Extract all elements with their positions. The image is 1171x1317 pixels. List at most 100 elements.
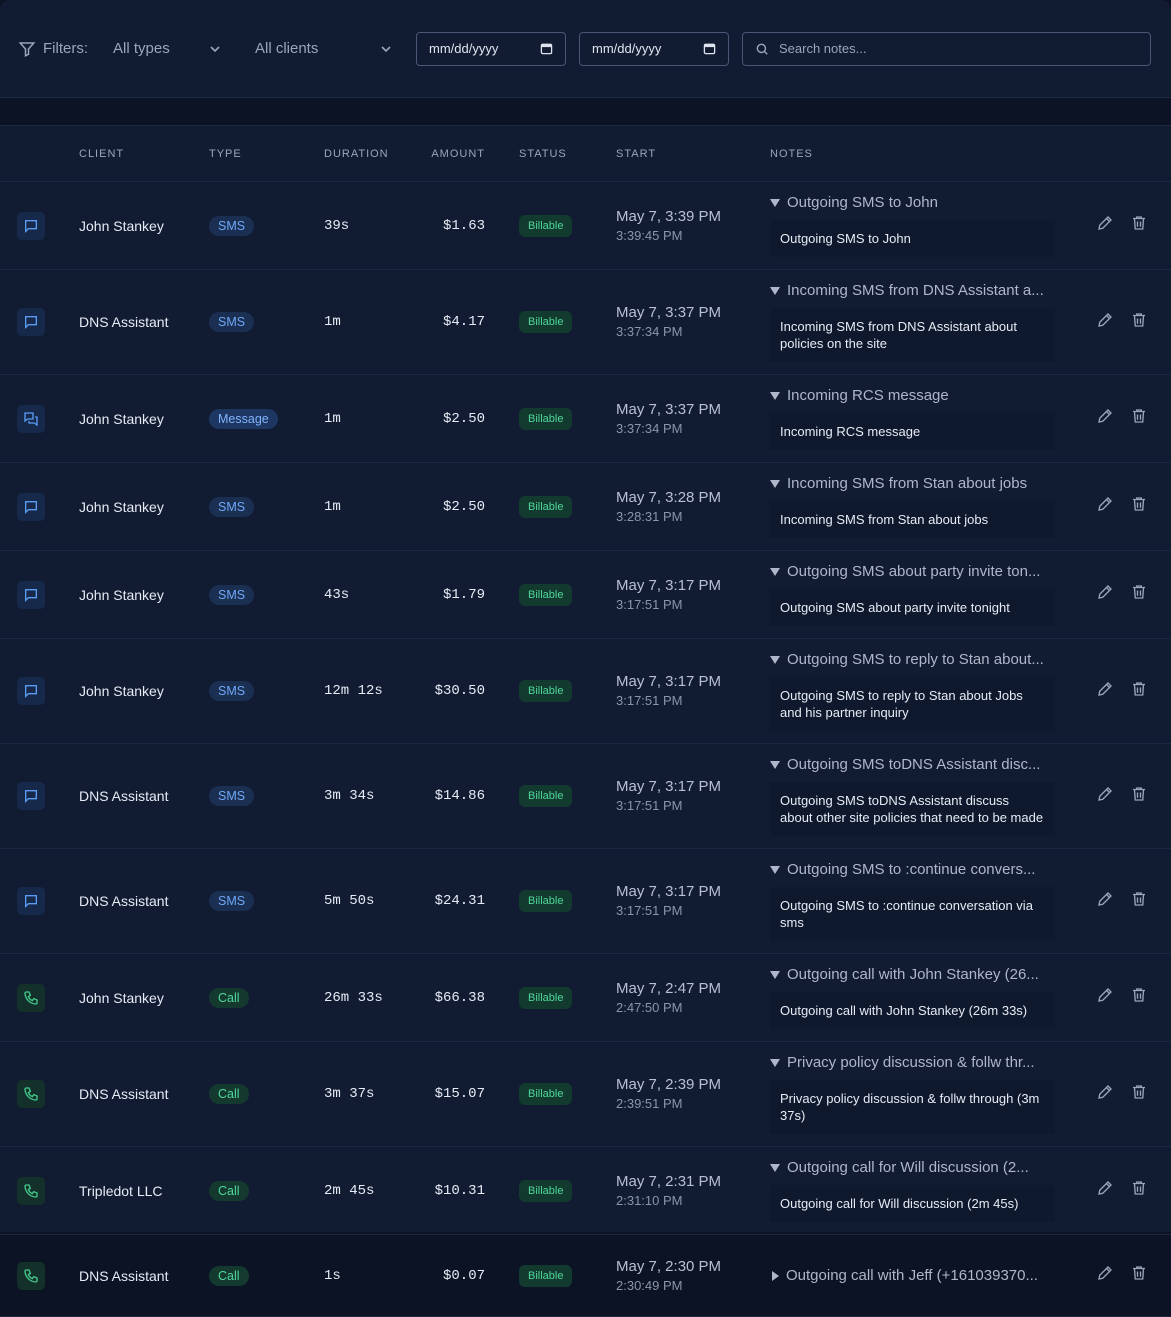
note-text: Privacy policy discussion & follw throug… bbox=[770, 1080, 1055, 1134]
notes: Outgoing SMS to reply to Stan about...Ou… bbox=[770, 651, 1060, 731]
note-summary: Incoming SMS from Stan about jobs bbox=[787, 475, 1027, 492]
delete-button[interactable] bbox=[1130, 1264, 1148, 1287]
note-text: Outgoing SMS about party invite tonight bbox=[770, 589, 1055, 626]
client-name: DNS Assistant bbox=[79, 788, 168, 804]
date-from-placeholder: mm/dd/yyyy bbox=[429, 41, 498, 56]
note-text: Outgoing call with John Stankey (26m 33s… bbox=[770, 992, 1055, 1029]
filters-label-group: Filters: bbox=[18, 40, 88, 58]
column-header: DURATION bbox=[324, 148, 389, 160]
type-badge: Call bbox=[209, 1084, 249, 1104]
notes: Privacy policy discussion & follw thr...… bbox=[770, 1054, 1060, 1134]
start-date: May 7, 3:39 PM bbox=[616, 207, 721, 226]
type-badge: SMS bbox=[209, 891, 254, 911]
status-badge: Billable bbox=[519, 311, 572, 333]
note-text: Incoming SMS from DNS Assistant about po… bbox=[770, 308, 1055, 362]
delete-button[interactable] bbox=[1130, 1083, 1148, 1106]
edit-button[interactable] bbox=[1096, 986, 1114, 1009]
type-select-value: All types bbox=[113, 40, 170, 57]
note-summary-toggle[interactable]: Incoming SMS from Stan about jobs bbox=[770, 475, 1060, 492]
start-date: May 7, 3:37 PM bbox=[616, 400, 721, 419]
type-icon bbox=[17, 1262, 45, 1290]
client-select[interactable]: All clients bbox=[255, 40, 392, 57]
edit-button[interactable] bbox=[1096, 890, 1114, 913]
edit-button[interactable] bbox=[1096, 583, 1114, 606]
duration: 26m 33s bbox=[324, 990, 383, 1006]
note-text: Outgoing call for Will discussion (2m 45… bbox=[770, 1185, 1055, 1222]
edit-button[interactable] bbox=[1096, 311, 1114, 334]
note-summary-toggle[interactable]: Outgoing SMS to reply to Stan about... bbox=[770, 651, 1060, 668]
note-summary-toggle[interactable]: Outgoing SMS to John bbox=[770, 194, 1060, 211]
date-to-input[interactable]: mm/dd/yyyy bbox=[579, 32, 729, 66]
note-summary-toggle[interactable]: Incoming RCS message bbox=[770, 387, 1060, 404]
date-from-input[interactable]: mm/dd/yyyy bbox=[416, 32, 566, 66]
start-date: May 7, 3:28 PM bbox=[616, 488, 721, 507]
delete-button[interactable] bbox=[1130, 680, 1148, 703]
delete-button[interactable] bbox=[1130, 890, 1148, 913]
delete-button[interactable] bbox=[1130, 1179, 1148, 1202]
actions bbox=[1096, 1179, 1148, 1202]
edit-button[interactable] bbox=[1096, 785, 1114, 808]
amount: $30.50 bbox=[435, 683, 485, 699]
client-name: John Stankey bbox=[79, 218, 164, 234]
edit-button[interactable] bbox=[1096, 495, 1114, 518]
edit-button[interactable] bbox=[1096, 407, 1114, 430]
filter-bar: Filters: All types All clients mm/dd/yyy… bbox=[0, 0, 1171, 98]
delete-button[interactable] bbox=[1130, 583, 1148, 606]
page: Filters: All types All clients mm/dd/yyy… bbox=[0, 0, 1171, 1232]
notes: Outgoing SMS toDNS Assistant disc... Outg… bbox=[770, 756, 1060, 836]
note-summary-toggle[interactable]: Outgoing call with Jeff (+161039370... bbox=[770, 1267, 1060, 1284]
delete-button[interactable] bbox=[1130, 407, 1148, 430]
type-badge: Call bbox=[209, 1266, 249, 1286]
status-badge: Billable bbox=[519, 680, 572, 702]
note-summary-toggle[interactable]: Outgoing call with John Stankey (26... bbox=[770, 966, 1060, 983]
edit-button[interactable] bbox=[1096, 1264, 1114, 1287]
toggle-arrow bbox=[770, 866, 780, 874]
note-summary-toggle[interactable]: Privacy policy discussion & follw thr... bbox=[770, 1054, 1060, 1071]
note-summary-toggle[interactable]: Outgoing SMS about party invite ton... bbox=[770, 563, 1060, 580]
note-summary-toggle[interactable]: Incoming SMS from DNS Assistant a... bbox=[770, 282, 1060, 299]
edit-button[interactable] bbox=[1096, 680, 1114, 703]
amount: $1.79 bbox=[443, 587, 485, 603]
delete-button[interactable] bbox=[1130, 986, 1148, 1009]
amount: $15.07 bbox=[435, 1086, 485, 1102]
edit-button[interactable] bbox=[1096, 1083, 1114, 1106]
start-time: 3:37:34 PM bbox=[616, 419, 721, 438]
duration: 43s bbox=[324, 587, 349, 603]
start-date: May 7, 3:17 PM bbox=[616, 672, 721, 691]
toggle-arrow bbox=[770, 1059, 780, 1067]
client-name: DNS Assistant bbox=[79, 314, 168, 330]
amount: $10.31 bbox=[435, 1183, 485, 1199]
start-date: May 7, 3:37 PM bbox=[616, 303, 721, 322]
search-input[interactable]: Search notes... bbox=[742, 32, 1151, 66]
type-select[interactable]: All types bbox=[113, 40, 221, 57]
type-icon bbox=[17, 1080, 45, 1108]
type-badge: SMS bbox=[209, 786, 254, 806]
delete-button[interactable] bbox=[1130, 214, 1148, 237]
delete-button[interactable] bbox=[1130, 311, 1148, 334]
note-summary-toggle[interactable]: Outgoing call for Will discussion (2... bbox=[770, 1159, 1060, 1176]
column-header: TYPE bbox=[209, 148, 242, 160]
delete-button[interactable] bbox=[1130, 495, 1148, 518]
date-to-placeholder: mm/dd/yyyy bbox=[592, 41, 661, 56]
note-summary-toggle[interactable]: Outgoing SMS toDNS Assistant disc... bbox=[770, 756, 1060, 773]
note-summary: Outgoing call for Will discussion (2... bbox=[787, 1159, 1029, 1176]
note-text: Outgoing SMS toDNS Assistant discuss abo… bbox=[770, 782, 1055, 836]
delete-button[interactable] bbox=[1130, 785, 1148, 808]
edit-button[interactable] bbox=[1096, 1179, 1114, 1202]
edit-button[interactable] bbox=[1096, 214, 1114, 237]
type-badge: Message bbox=[209, 409, 278, 429]
note-summary-toggle[interactable]: Outgoing SMS to :continue convers... bbox=[770, 861, 1060, 878]
actions bbox=[1096, 680, 1148, 703]
duration: 1m bbox=[324, 314, 341, 330]
note-summary: Outgoing SMS about party invite ton... bbox=[787, 563, 1040, 580]
column-header: STATUS bbox=[519, 148, 567, 160]
